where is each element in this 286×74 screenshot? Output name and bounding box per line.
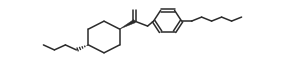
Polygon shape xyxy=(120,19,136,29)
